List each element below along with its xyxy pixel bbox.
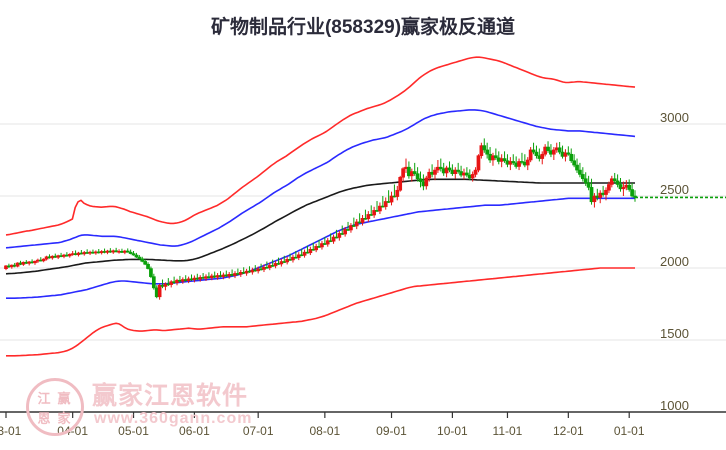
x-axis-tick-label: 09-01 [376, 424, 407, 438]
x-axis-tick-label: 07-01 [242, 424, 274, 438]
x-axis-tick-label: 08-01 [309, 424, 341, 438]
candlestick-series [4, 138, 637, 300]
y-axis-tick-label: 3000 [660, 110, 689, 125]
y-axis-tick-label: 2500 [660, 182, 689, 197]
x-axis-tick-label: 05-01 [118, 424, 149, 438]
page-title: 矿物制品行业(858329)赢家极反通道 [210, 17, 516, 38]
y-axis-tick-label: 1000 [660, 398, 689, 413]
x-axis-tick-label: 01-01 [613, 424, 645, 438]
x-axis-tick-label: 12-01 [552, 424, 584, 438]
x-axis-tick-label: 03-01 [0, 424, 22, 438]
y-axis-tick-label: 2000 [660, 254, 689, 269]
axis-lines [0, 411, 726, 418]
mid-line [5, 178, 635, 275]
x-axis-tick-label: 06-01 [179, 424, 210, 438]
inner-lower-band-line [6, 197, 635, 300]
outer-lower-band-line [6, 267, 635, 357]
x-axis-tick-label: 11-01 [492, 424, 523, 438]
y-axis-tick-label: 1500 [660, 326, 689, 341]
outer-upper-band-line [5, 56, 636, 236]
x-axis-tick-label: 10-01 [437, 424, 468, 438]
x-axis-tick-label: 04-01 [57, 424, 88, 438]
inner-upper-band-line [5, 109, 636, 249]
